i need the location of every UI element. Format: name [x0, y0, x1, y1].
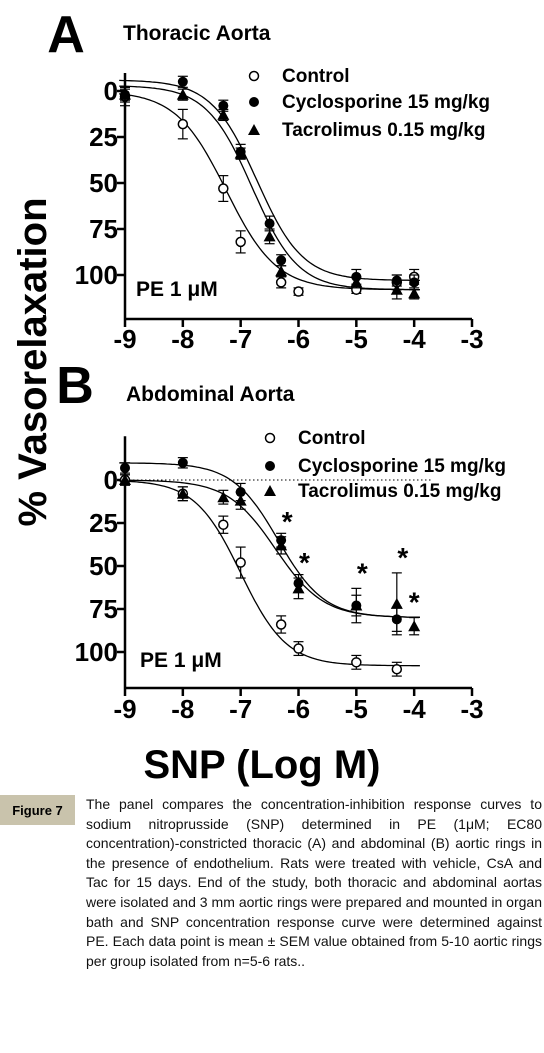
data-point-control — [218, 519, 229, 530]
figure-tag: Figure 7 — [0, 795, 75, 825]
legend-marker-tacrolimus — [264, 485, 276, 496]
legend-marker-control — [248, 70, 260, 82]
data-point-tacrolimus — [390, 597, 403, 609]
figure-chart: A Thoracic Aorta 0 25 50 75 100 -9 -8 -7 -6 -5 -4 -3 C… — [11, 6, 506, 787]
x-tick-label: -5 — [345, 324, 368, 354]
x-tick-label: -8 — [171, 694, 194, 724]
data-point-tacrolimus — [119, 88, 131, 100]
significance-asterisk: * — [282, 506, 293, 537]
data-point-control — [218, 183, 229, 194]
data-point-cyclosporine — [276, 255, 287, 266]
y-tick-label: 0 — [104, 76, 118, 106]
data-point-cyclosporine — [177, 76, 188, 87]
data-point-tacrolimus — [275, 265, 288, 277]
y-axis-title: % Vasorelaxation — [11, 197, 55, 526]
legend-marker-cyclosporine — [249, 97, 259, 107]
fit-curve-cyclosporine — [119, 79, 420, 282]
panel-letter: B — [56, 357, 94, 415]
pe-annotation: PE 1 μM — [136, 278, 218, 301]
significance-asterisk: * — [357, 557, 368, 588]
data-point-control — [235, 236, 246, 248]
data-point-tacrolimus — [119, 474, 131, 485]
data-point-control — [391, 663, 403, 675]
significance-asterisk: * — [299, 547, 310, 578]
legend-label-cyclosporine: Cyclosporine 15 mg/kg — [298, 456, 506, 477]
y-tick-label: 50 — [89, 168, 118, 198]
figure-caption: The panel compares the concentration-inh… — [86, 796, 542, 969]
y-tick-label: 0 — [104, 465, 118, 495]
data-point-cyclosporine — [409, 277, 420, 288]
data-point-tacrolimus — [350, 599, 363, 611]
data-point-tacrolimus — [292, 582, 305, 594]
data-point-control — [275, 277, 287, 288]
x-tick-label: -5 — [345, 694, 368, 724]
data-point-tacrolimus — [408, 620, 421, 632]
data-point-tacrolimus — [390, 283, 403, 295]
data-point-tacrolimus — [176, 487, 189, 499]
legend-label-tacrolimus: Tacrolimus 0.15 mg/kg — [282, 120, 485, 141]
fit-curve-control — [119, 480, 420, 667]
significance-asterisk: * — [409, 587, 420, 618]
data-point-tacrolimus — [234, 494, 247, 506]
data-point-tacrolimus — [408, 287, 421, 299]
data-point-control — [275, 619, 287, 630]
pe-annotation: PE 1 μM — [140, 649, 222, 672]
data-point-control — [293, 643, 304, 654]
x-tick-label: -8 — [171, 324, 194, 354]
data-point-tacrolimus — [176, 88, 189, 100]
y-tick-label: 75 — [89, 214, 118, 244]
x-tick-label: -7 — [229, 694, 252, 724]
data-point-tacrolimus — [263, 230, 276, 242]
x-tick-label: -6 — [287, 324, 310, 354]
data-point-control — [351, 657, 362, 668]
legend-marker-cyclosporine — [265, 461, 275, 471]
x-tick-label: -9 — [113, 694, 136, 724]
significance-asterisk: * — [397, 542, 408, 573]
data-point-tacrolimus — [350, 276, 363, 288]
y-tick-label: 100 — [75, 637, 118, 667]
legend-label-control: Control — [282, 66, 350, 87]
y-tick-label: 50 — [89, 551, 118, 581]
legend-label-tacrolimus: Tacrolimus 0.15 mg/kg — [298, 481, 501, 502]
data-point-tacrolimus — [275, 539, 288, 551]
data-point-cyclosporine — [177, 457, 188, 468]
data-point-control — [235, 557, 246, 568]
x-tick-label: -7 — [229, 324, 252, 354]
x-tick-label: -4 — [403, 694, 427, 724]
data-point-tacrolimus — [234, 147, 247, 159]
x-axis-title: SNP (Log M) — [143, 743, 380, 787]
panel-title: Abdominal Aorta — [126, 383, 295, 406]
panel-title: Thoracic Aorta — [123, 22, 271, 45]
y-tick-label: 75 — [89, 594, 118, 624]
x-tick-label: -4 — [403, 324, 427, 354]
y-tick-label: 25 — [89, 122, 118, 152]
legend-label-cyclosporine: Cyclosporine 15 mg/kg — [282, 92, 490, 113]
y-tick-label: 100 — [75, 260, 118, 290]
x-tick-label: -3 — [460, 694, 483, 724]
data-point-control — [177, 118, 189, 130]
data-point-cyclosporine — [264, 218, 275, 229]
x-tick-label: -9 — [113, 324, 136, 354]
data-point-tacrolimus — [217, 491, 230, 503]
data-point-cyclosporine — [218, 100, 229, 111]
fit-curve-tacrolimus — [119, 479, 420, 618]
data-point-cyclosporine — [120, 462, 130, 473]
legend-marker-tacrolimus — [248, 124, 260, 135]
data-point-tacrolimus — [217, 108, 230, 120]
data-point-control — [293, 286, 304, 297]
panel-letter: A — [47, 6, 85, 64]
x-tick-label: -6 — [287, 694, 310, 724]
x-tick-label: -3 — [460, 324, 483, 354]
legend-label-control: Control — [298, 428, 366, 449]
legend-marker-control — [264, 432, 276, 444]
y-tick-label: 25 — [89, 508, 118, 538]
